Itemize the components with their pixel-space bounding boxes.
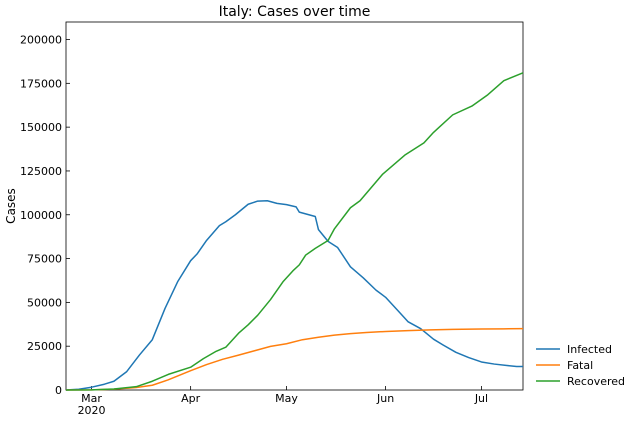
legend: Infected Fatal Recovered (536, 343, 625, 388)
y-axis-label: Cases (4, 188, 18, 224)
series-line-fatal (65, 327, 524, 391)
x-tick-label: May (275, 392, 298, 405)
axes-frame (65, 21, 524, 391)
y-tick-label: 150000 (20, 121, 62, 134)
y-tick-label: 75000 (27, 253, 62, 266)
x-tick-label: Mar (81, 392, 102, 405)
legend-label-infected: Infected (567, 343, 612, 356)
x-tick-label: Jul (474, 392, 488, 405)
y-tick-label: 175000 (20, 77, 62, 90)
y-tick-label: 125000 (20, 165, 62, 178)
y-tick-label: 25000 (27, 340, 62, 353)
series-line-recovered (65, 72, 524, 391)
x-tick-sublabel: 2020 (78, 404, 106, 417)
y-axis-ticks: 0 25000 50000 75000 100000 125000 150000 175000… (20, 34, 70, 397)
y-tick-label: 0 (55, 384, 62, 397)
legend-label-recovered: Recovered (567, 375, 625, 388)
y-tick-label: 100000 (20, 209, 62, 222)
chart-title: Italy: Cases over time (219, 4, 371, 20)
plot-area: 0 25000 50000 75000 100000 125000 150000 175000… (20, 21, 524, 417)
legend-label-fatal: Fatal (567, 359, 593, 372)
series-lines (65, 72, 524, 391)
x-tick-label: Jun (376, 392, 394, 405)
x-tick-label: Apr (181, 392, 201, 405)
series-line-infected (65, 199, 523, 391)
y-tick-label: 50000 (27, 296, 62, 309)
y-tick-label: 200000 (20, 34, 62, 47)
